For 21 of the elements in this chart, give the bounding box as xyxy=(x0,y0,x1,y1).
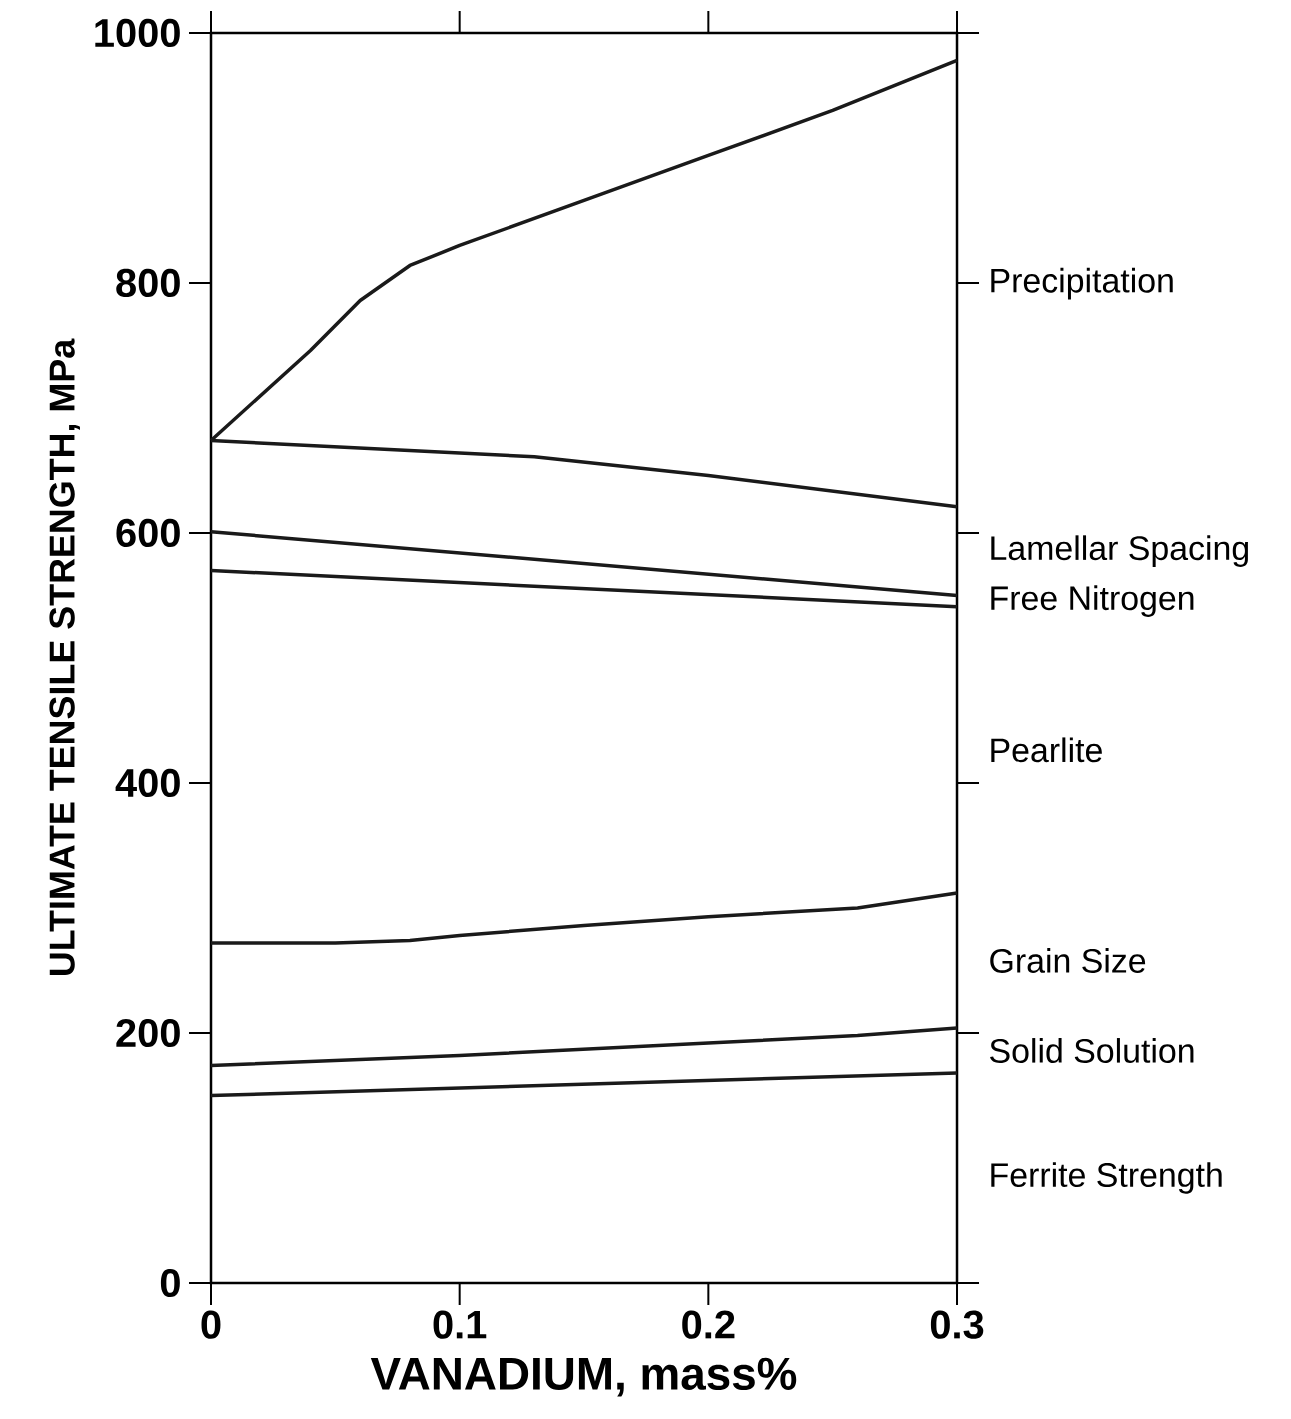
y-tick-label: 1000 xyxy=(95,18,180,48)
line-series xyxy=(209,1026,959,1068)
line-series xyxy=(209,891,959,945)
text: Grain Size xyxy=(990,948,1146,973)
x-axis-title: VANADIUM, mass% xyxy=(370,1357,797,1397)
y-tick-label: 400 xyxy=(115,768,180,798)
y-tick-label: 600 xyxy=(116,518,180,548)
text: Lamellar Spacing xyxy=(991,535,1248,567)
text: Ferrite Strength xyxy=(991,1162,1222,1194)
text: Pearlite xyxy=(991,737,1102,763)
y-tick-label: 800 xyxy=(116,268,180,298)
text: Free Nitrogen xyxy=(991,585,1194,617)
y-axis-title: ULTIMATE TENSILE STRENGTH, MPa xyxy=(49,338,80,975)
x-tick-label: 0.3 xyxy=(930,1310,984,1339)
text: Precipitation xyxy=(991,267,1173,300)
text: Solid Solution xyxy=(990,1038,1194,1063)
x-tick-label: 0 xyxy=(201,1310,221,1339)
y-tick-label: 0 xyxy=(160,1268,180,1298)
y-tick-label: 200 xyxy=(116,1018,180,1048)
x-tick-label: 0.1 xyxy=(433,1310,487,1339)
x-tick-label: 0.2 xyxy=(682,1310,735,1339)
